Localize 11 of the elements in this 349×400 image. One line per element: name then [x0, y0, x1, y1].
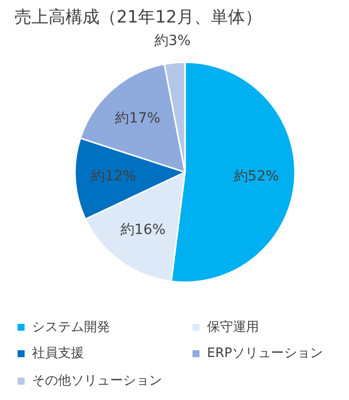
legend-label: システム開発	[32, 320, 110, 335]
chart-title: 売上高構成（21年12月、単体）	[14, 8, 262, 28]
data-label: 約12%	[91, 168, 136, 185]
legend-label: その他ソリューション	[32, 374, 162, 389]
data-label: 約52%	[234, 168, 279, 185]
legend-label: 社員支援	[32, 346, 84, 362]
legend-label: 保守運用	[207, 320, 259, 335]
legend-label: ERPソリューション	[207, 346, 324, 362]
data-label: 約17%	[115, 110, 160, 127]
data-label: 約3%	[154, 32, 191, 49]
data-label: 約16%	[120, 222, 166, 238]
